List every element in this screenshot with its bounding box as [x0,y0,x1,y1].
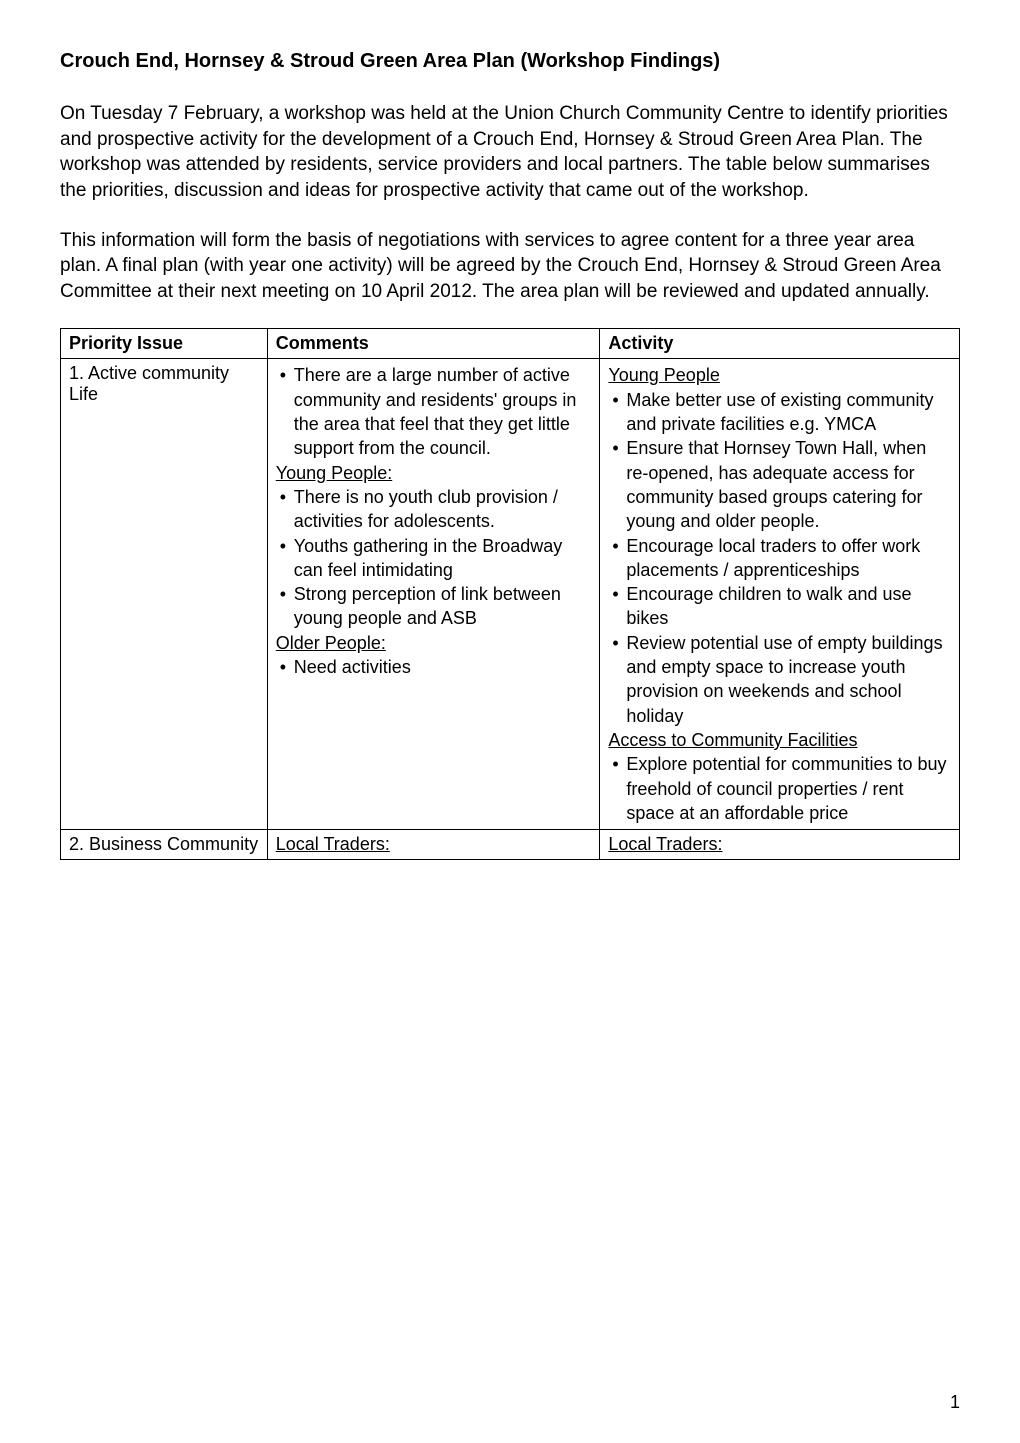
activity-local-traders: Local Traders: [608,834,722,854]
table-header-row: Priority Issue Comments Activity [61,329,960,359]
comment-item: There is no youth club provision / activ… [294,485,592,534]
cell-comments-2: Local Traders: [267,830,600,860]
table-row: 1. Active community Life There are a lar… [61,359,960,830]
comment-item: Youths gathering in the Broadway can fee… [294,534,592,583]
header-activity: Activity [600,329,960,359]
paragraph-1: On Tuesday 7 February, a workshop was he… [60,101,960,204]
activity-item: Encourage local traders to offer work pl… [626,534,951,583]
page-title: Crouch End, Hornsey & Stroud Green Area … [60,50,960,73]
activity-item: Make better use of existing community an… [626,388,951,437]
comments-heading-young-people: Young People: [276,461,592,485]
priorities-table: Priority Issue Comments Activity 1. Acti… [60,328,960,860]
activity-item: Review potential use of empty buildings … [626,631,951,728]
page-number: 1 [950,1392,960,1413]
activity-item: Explore potential for communities to buy… [626,752,951,825]
activity-item: Encourage children to walk and use bikes [626,582,951,631]
activity-heading-access-facilities: Access to Community Facilities [608,728,951,752]
cell-activity-1: Young People Make better use of existing… [600,359,960,830]
comment-intro: There are a large number of active commu… [294,363,592,460]
table-row: 2. Business Community Local Traders: Loc… [61,830,960,860]
cell-issue-1: 1. Active community Life [61,359,268,830]
cell-comments-1: There are a large number of active commu… [267,359,600,830]
comments-heading-older-people: Older People: [276,631,592,655]
header-priority-issue: Priority Issue [61,329,268,359]
cell-issue-2: 2. Business Community [61,830,268,860]
activity-heading-young-people: Young People [608,363,951,387]
comment-item: Need activities [294,655,592,679]
comments-local-traders: Local Traders: [276,834,390,854]
comment-item: Strong perception of link between young … [294,582,592,631]
paragraph-2: This information will form the basis of … [60,228,960,305]
activity-item: Ensure that Hornsey Town Hall, when re-o… [626,436,951,533]
cell-activity-2: Local Traders: [600,830,960,860]
header-comments: Comments [267,329,600,359]
